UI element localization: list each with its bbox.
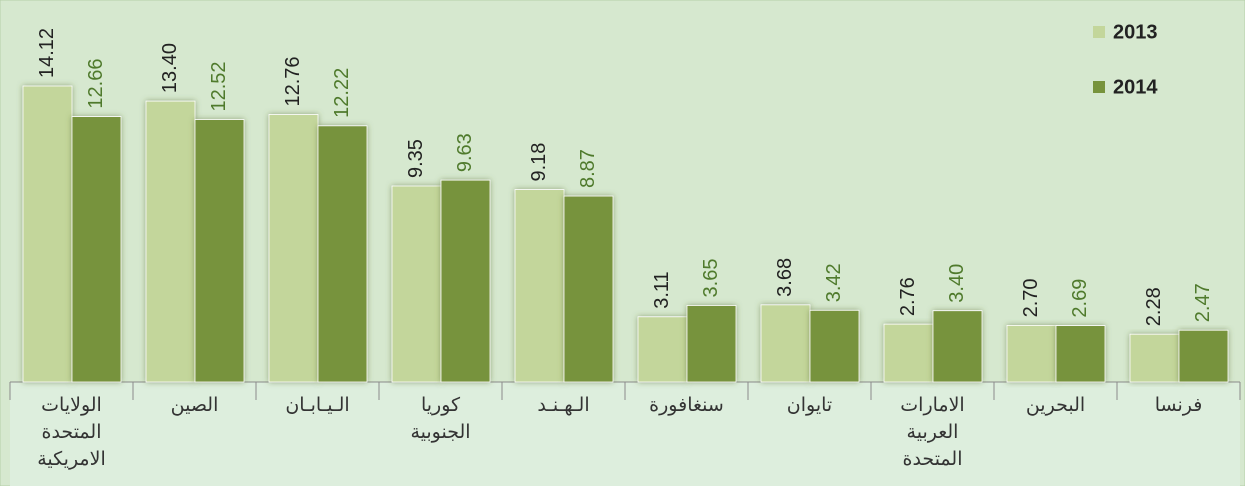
bar bbox=[440, 179, 491, 383]
bar bbox=[1129, 333, 1180, 383]
bar bbox=[686, 305, 737, 383]
legend-label: 2013 bbox=[1113, 21, 1158, 43]
bar bbox=[932, 310, 983, 383]
x-tick-label: الصين bbox=[170, 394, 219, 416]
bar bbox=[514, 189, 565, 383]
bar bbox=[145, 100, 196, 383]
value-label: 2.47 bbox=[1192, 283, 1214, 322]
value-label: 9.35 bbox=[405, 139, 427, 178]
legend-swatch bbox=[1093, 81, 1105, 93]
x-tick-label: فرنسا bbox=[1154, 394, 1203, 416]
value-label: 12.22 bbox=[331, 68, 353, 118]
bar bbox=[1006, 324, 1057, 383]
value-label: 13.40 bbox=[159, 43, 181, 93]
value-label: 3.65 bbox=[700, 259, 722, 298]
value-label: 2.28 bbox=[1143, 287, 1165, 326]
bar bbox=[22, 85, 73, 383]
x-tick-label: كوريا الجنوبية bbox=[410, 394, 471, 443]
legend-swatch bbox=[1093, 26, 1105, 38]
x-tick-label: الولايات المتحدة الامريكية bbox=[37, 394, 106, 470]
bar bbox=[1178, 329, 1229, 383]
value-label: 12.76 bbox=[282, 56, 304, 106]
value-label: 14.12 bbox=[36, 28, 58, 78]
value-label: 12.52 bbox=[208, 61, 230, 111]
value-label: 12.66 bbox=[85, 59, 107, 109]
value-label: 9.63 bbox=[454, 133, 476, 172]
bar bbox=[637, 316, 688, 383]
bar bbox=[71, 116, 122, 383]
bar bbox=[268, 114, 319, 383]
bar bbox=[194, 119, 245, 383]
bar bbox=[760, 304, 811, 383]
value-label: 9.18 bbox=[528, 143, 550, 182]
value-label: 8.87 bbox=[577, 149, 599, 188]
bar bbox=[391, 185, 442, 383]
value-label: 3.40 bbox=[946, 264, 968, 303]
x-tick-label: الـيـابـان bbox=[285, 394, 350, 416]
bar bbox=[317, 125, 368, 383]
bar bbox=[883, 323, 934, 383]
bar bbox=[809, 309, 860, 383]
legend-label: 2014 bbox=[1113, 76, 1158, 98]
x-tick-label: تايوان bbox=[786, 394, 833, 416]
x-tick-label: الـهـنـد bbox=[537, 394, 590, 416]
x-tick-label: الامارات العربية المتحدة bbox=[900, 394, 965, 470]
value-label: 3.42 bbox=[823, 263, 845, 302]
bar bbox=[563, 195, 614, 383]
bar bbox=[1055, 325, 1106, 383]
value-label: 3.11 bbox=[651, 271, 673, 308]
x-tick-label: سنغافورة bbox=[649, 394, 724, 416]
value-label: 2.70 bbox=[1020, 278, 1042, 317]
x-tick-label: البحرين bbox=[1025, 394, 1086, 416]
value-label: 2.76 bbox=[897, 277, 919, 316]
value-label: 3.68 bbox=[774, 258, 796, 297]
value-label: 2.69 bbox=[1069, 279, 1091, 318]
